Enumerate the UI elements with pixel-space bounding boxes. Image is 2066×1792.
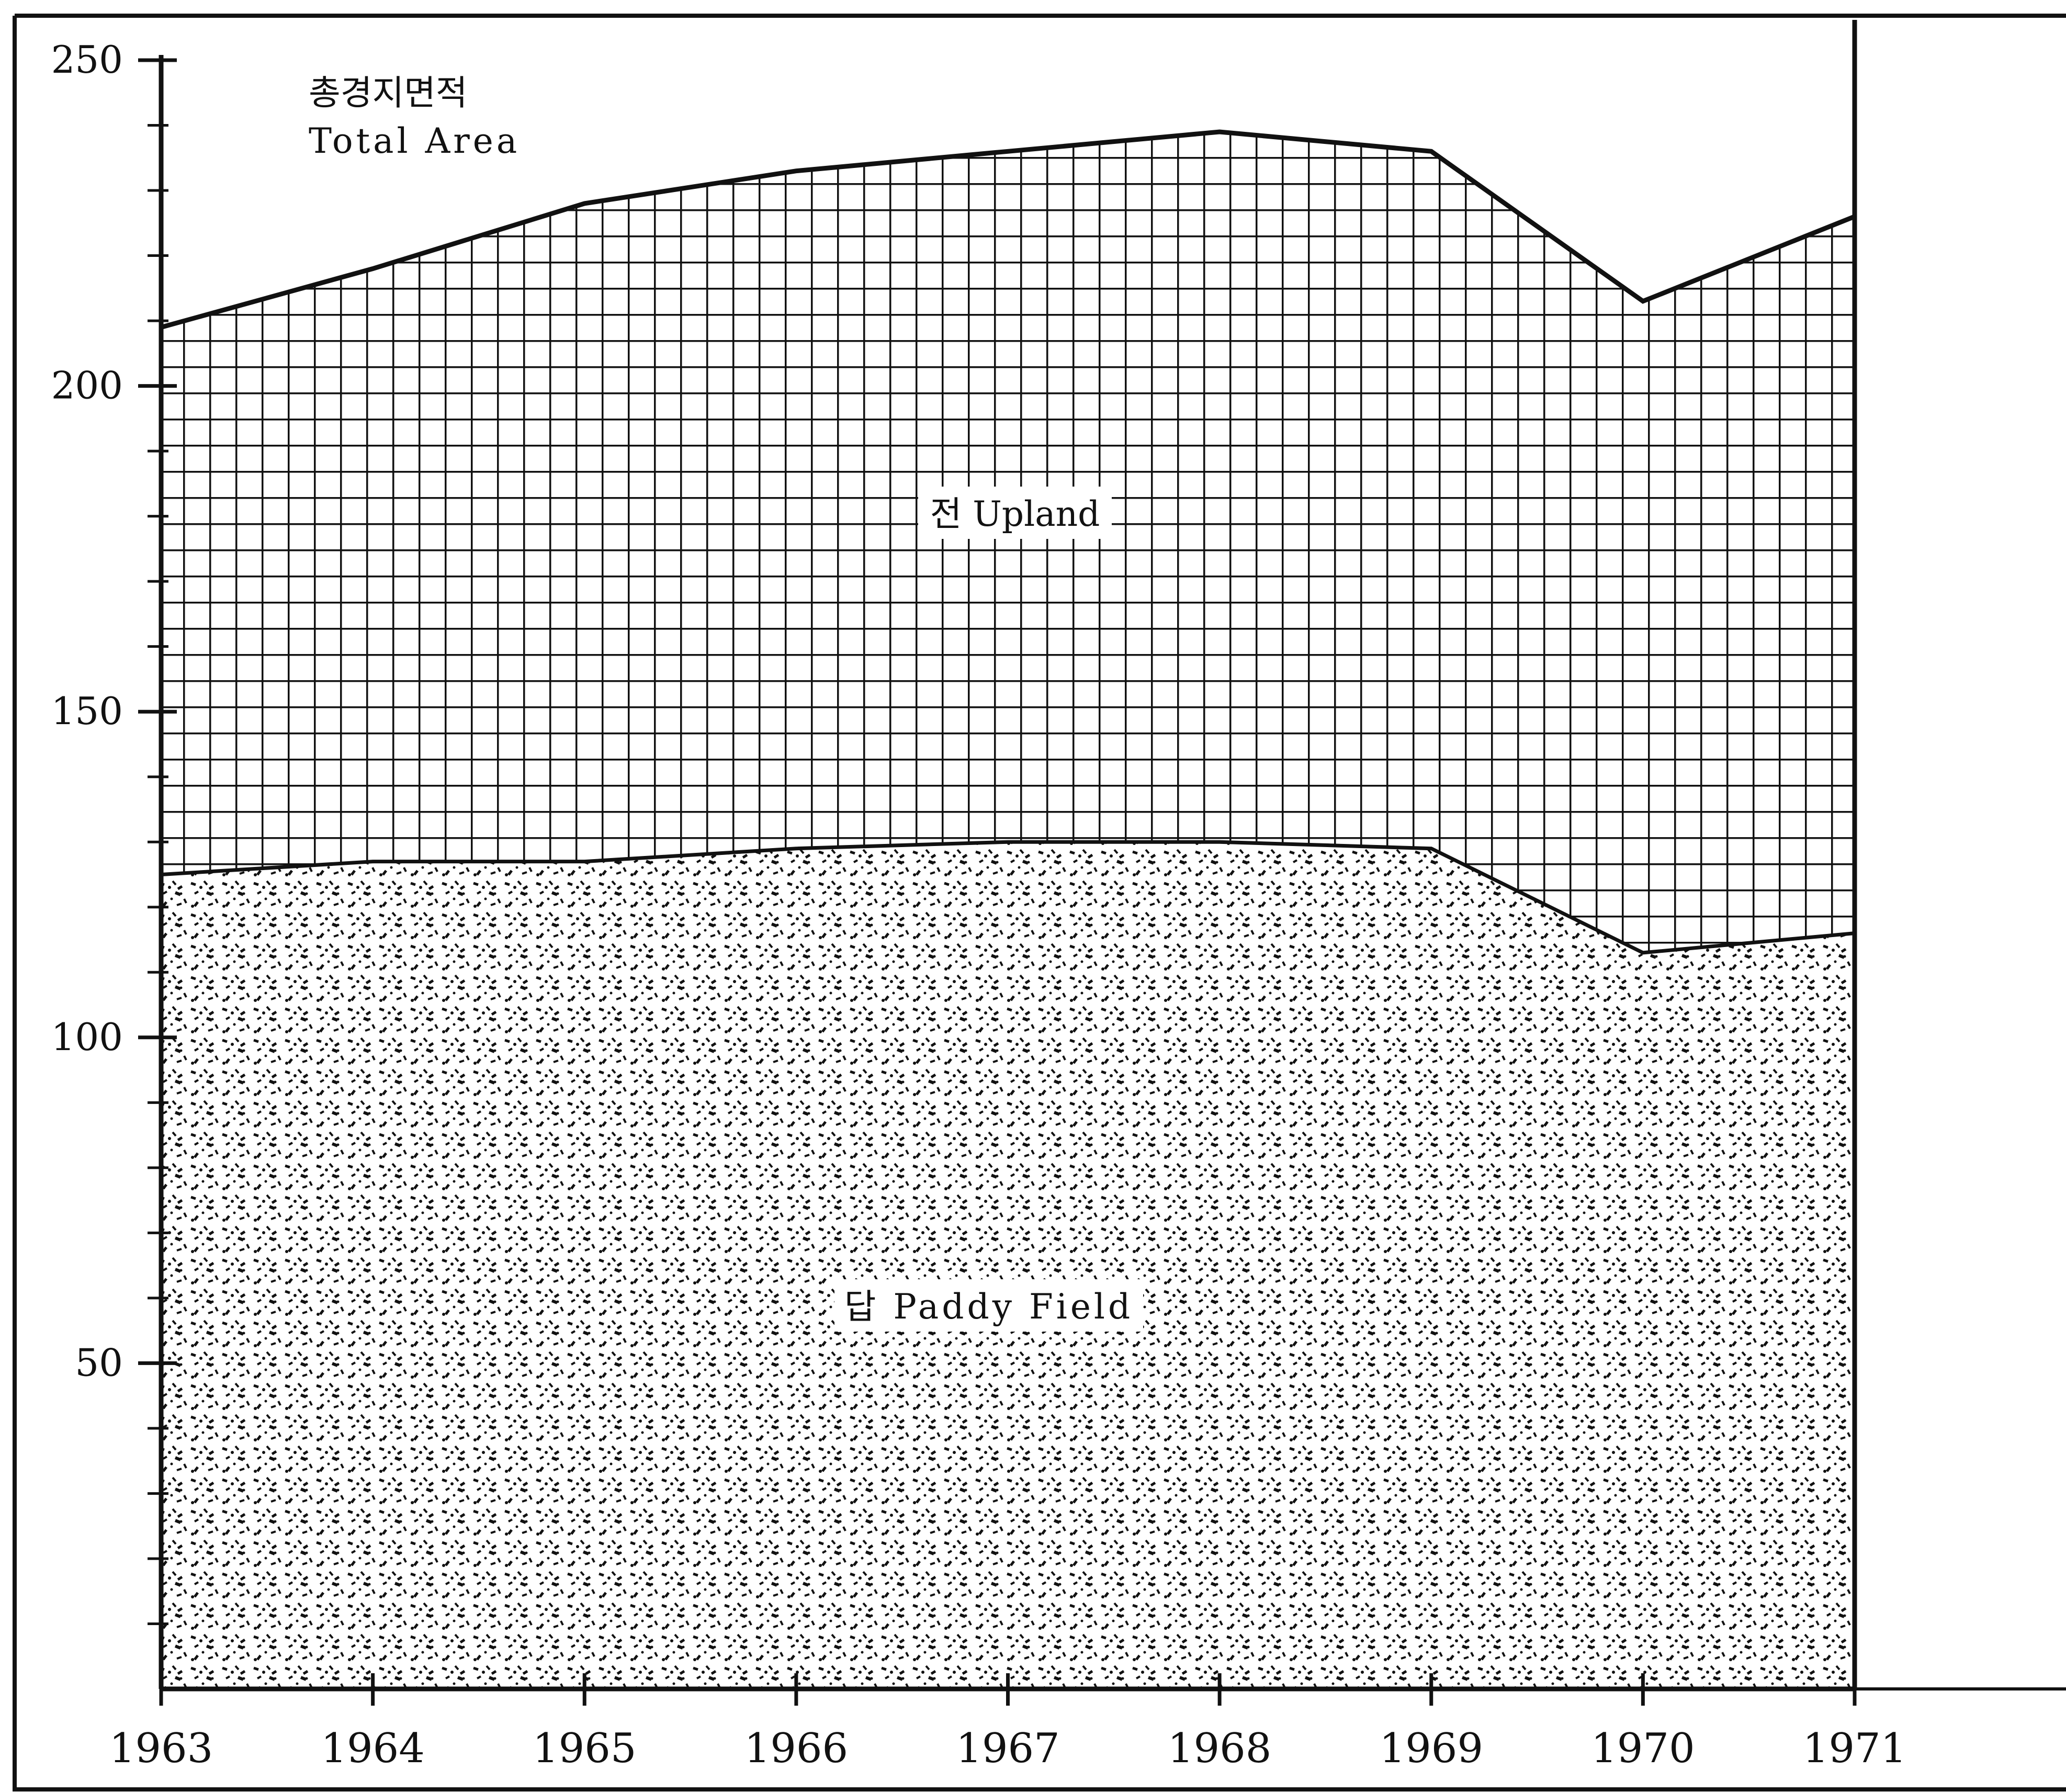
total-area-label-korean: 총경지면적 <box>309 73 468 113</box>
y-axis-ticks: 50 100 150 200 250 <box>51 38 177 1625</box>
outer-frame <box>13 14 2066 1791</box>
x-tick-label: 1963 <box>109 1725 213 1772</box>
paddy-field-label: 답 Paddy Field <box>844 1287 1134 1327</box>
y-tick-label: 250 <box>51 38 123 82</box>
x-tick-label: 1971 <box>1803 1725 1907 1772</box>
total-area-line <box>160 129 1856 330</box>
x-tick-label: 1969 <box>1379 1725 1483 1772</box>
y-tick-label: 150 <box>51 689 123 733</box>
x-tick-label: 1965 <box>533 1725 637 1772</box>
paddy-field-area <box>161 842 1855 1689</box>
y-tick-label: 200 <box>51 364 123 408</box>
x-tick-label: 1964 <box>321 1725 425 1772</box>
upland-label-box <box>918 487 1112 539</box>
x-tick-label: 1970 <box>1591 1725 1695 1772</box>
x-tick-label: 1968 <box>1168 1725 1272 1772</box>
x-tick-label: 1967 <box>956 1725 1060 1772</box>
x-axis-ticks: 1963 1964 1965 1966 1967 1968 1969 1970 1971 <box>109 1673 1907 1772</box>
y-tick-label: 100 <box>51 1015 123 1059</box>
paddy-field-line <box>161 840 1855 955</box>
y-tick-label: 50 <box>75 1340 123 1384</box>
paddy-label-box <box>834 1279 1143 1332</box>
upland-label: 전 Upland <box>930 494 1100 534</box>
upland-area <box>161 132 1855 953</box>
total-area-label-english: Total Area <box>309 121 520 161</box>
x-tick-label: 1966 <box>744 1725 849 1772</box>
